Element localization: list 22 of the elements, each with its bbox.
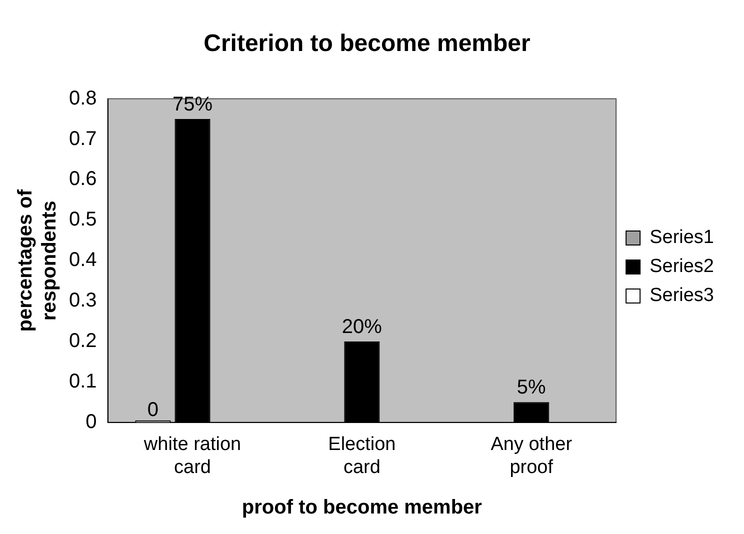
- y-tick-label: 0.4: [68, 249, 97, 272]
- y-axis-title: percentages of respondents: [14, 189, 61, 332]
- y-tick-label: 0: [86, 410, 97, 433]
- legend-label: Series3: [650, 285, 714, 306]
- data-label: 5%: [516, 376, 546, 399]
- x-tick-label: white ration card: [142, 434, 242, 478]
- y-tick-label: 0.3: [68, 290, 97, 312]
- x-tick-label: Any other proof: [490, 434, 573, 478]
- y-tick-label: 0.6: [68, 168, 97, 190]
- x-axis-title: proof to become member: [242, 496, 482, 519]
- data-label: 75%: [172, 94, 213, 116]
- legend-label: Series2: [650, 256, 714, 278]
- y-tick-label: 0.7: [68, 128, 97, 150]
- x-tick-label: Election card: [328, 434, 396, 478]
- y-tick-label: 0.2: [68, 330, 97, 352]
- chart-title: Criterion to become member: [204, 30, 530, 58]
- data-label: 0: [147, 398, 159, 421]
- data-label: 20%: [342, 316, 382, 338]
- y-tick-label: 0.8: [68, 87, 97, 110]
- legend-label: Series1: [650, 227, 714, 248]
- y-tick-label: 0.1: [68, 370, 97, 392]
- y-tick-label: 0.5: [68, 208, 97, 231]
